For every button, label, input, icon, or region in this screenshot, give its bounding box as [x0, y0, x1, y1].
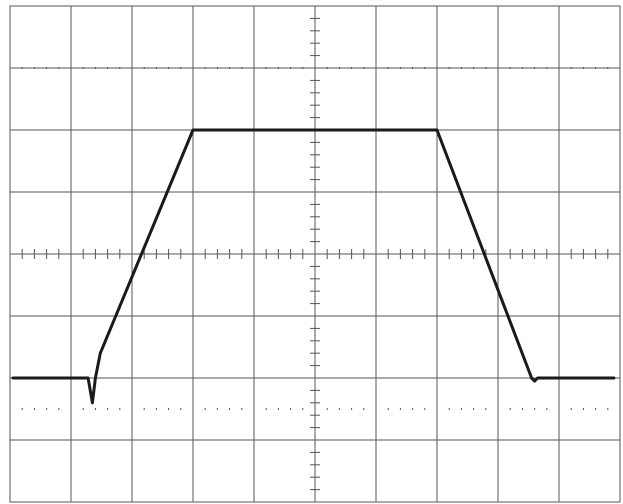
trace-point [530, 376, 533, 380]
trace-point [612, 376, 616, 380]
trace-group [11, 128, 616, 405]
trace-point [435, 128, 439, 132]
trace-point [86, 376, 90, 380]
center-axis-ticks [21, 17, 609, 491]
trace-point [533, 379, 536, 383]
trace-point [191, 128, 195, 132]
trace-point [94, 376, 97, 380]
graticule [9, 5, 621, 503]
trace-point [536, 376, 539, 380]
dotted-reference-lines [21, 67, 609, 410]
trace-point [91, 401, 94, 404]
trace-point [99, 352, 102, 355]
trace-point [11, 376, 15, 380]
